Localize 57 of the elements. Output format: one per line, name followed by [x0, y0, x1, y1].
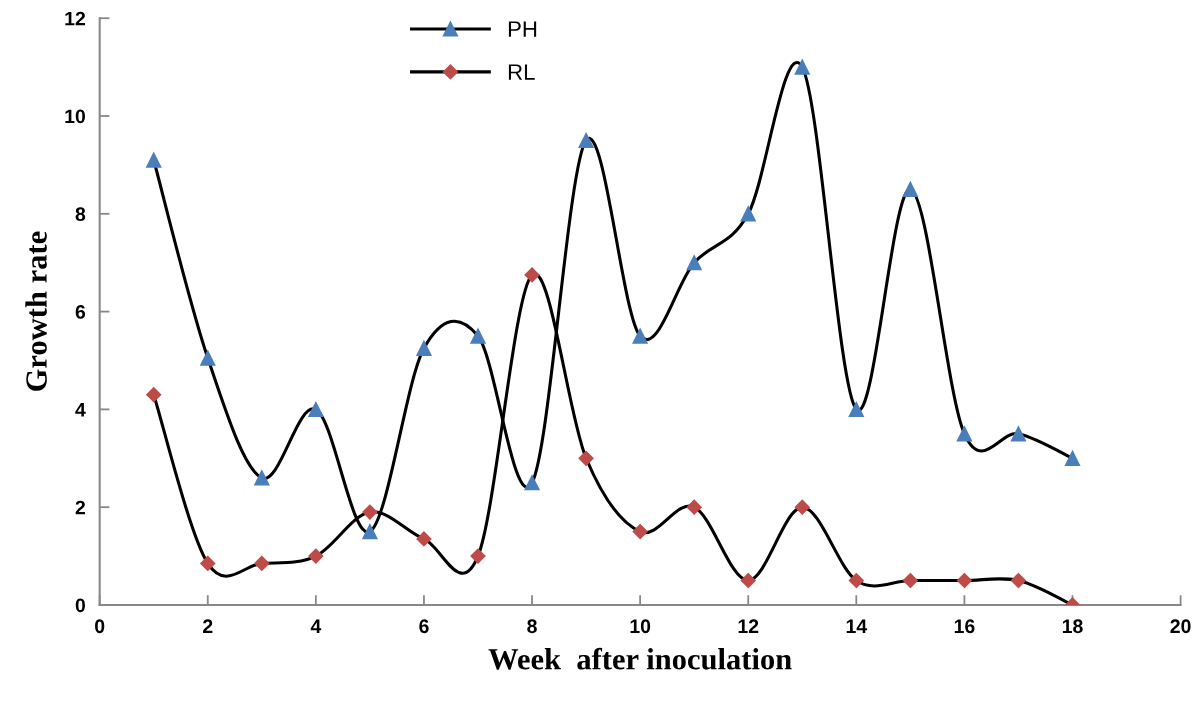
- point: [146, 152, 162, 168]
- point: [200, 555, 216, 571]
- y-tick-label: 0: [75, 598, 85, 613]
- x-tick-label: 16: [954, 619, 975, 634]
- y-tick-label: 2: [75, 500, 86, 515]
- x-tick-label: 18: [1062, 619, 1083, 634]
- y-tick-label: 12: [65, 11, 86, 26]
- point: [848, 572, 864, 589]
- legend-label: PH: [508, 21, 537, 37]
- y-axis-title: Growth rate: [25, 231, 47, 391]
- point: [470, 328, 486, 344]
- point: [794, 59, 810, 75]
- point: [200, 350, 216, 366]
- point: [686, 499, 702, 515]
- point: [362, 523, 378, 540]
- x-tick-label: 4: [310, 619, 322, 633]
- x-tick-label: 2: [203, 619, 213, 633]
- point: [146, 387, 162, 403]
- y-tick-label: 6: [75, 305, 86, 319]
- point: [956, 572, 972, 589]
- point: [578, 132, 594, 149]
- x-tick-label: 20: [1170, 619, 1191, 634]
- y-tick-label: 4: [75, 403, 86, 417]
- point: [902, 181, 918, 197]
- x-tick-label: 14: [846, 619, 868, 633]
- x-tick-label: 6: [419, 619, 429, 634]
- point: [362, 504, 378, 520]
- point: [578, 450, 594, 466]
- point: [632, 524, 648, 540]
- point: [524, 475, 540, 491]
- point: [686, 255, 702, 271]
- point: [416, 340, 432, 356]
- x-tick-label: 12: [738, 619, 759, 633]
- x-tick-label: 0: [95, 619, 105, 634]
- point: [1010, 572, 1027, 589]
- point: [524, 267, 540, 283]
- point: [794, 499, 810, 515]
- point: [1064, 450, 1081, 466]
- point: [254, 470, 270, 486]
- point: [848, 401, 864, 418]
- x-axis-title: Week after inoculation: [488, 647, 792, 670]
- point: [308, 401, 324, 418]
- point: [902, 572, 918, 589]
- legend-label: RL: [508, 64, 535, 80]
- point: [956, 426, 973, 442]
- y-tick-label: 8: [75, 207, 86, 222]
- point: [254, 555, 270, 571]
- point: [308, 548, 324, 564]
- point: [416, 531, 432, 547]
- point: [632, 328, 648, 344]
- x-tick-label: 10: [630, 619, 651, 634]
- point: [740, 206, 756, 222]
- point: [1010, 426, 1027, 442]
- y-tick-label: 10: [65, 109, 85, 124]
- x-tick-label: 8: [527, 619, 537, 634]
- point: [740, 572, 756, 589]
- point: [470, 548, 486, 564]
